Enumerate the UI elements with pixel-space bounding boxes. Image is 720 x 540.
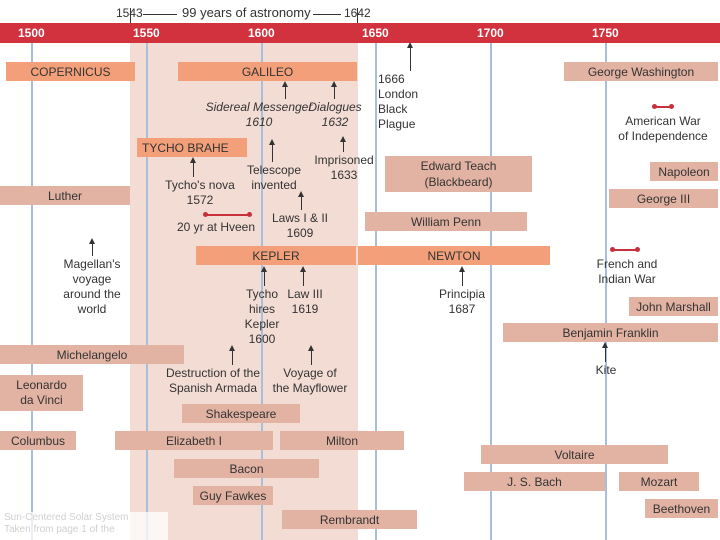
span-hveen (203, 212, 252, 217)
arrow-telescope (269, 139, 275, 162)
bar-js-bach: J. S. Bach (464, 472, 605, 491)
event-laws-1-2: Laws I & II 1609 (271, 211, 329, 240)
bar-luther: Luther (0, 186, 130, 205)
bar-copernicus: COPERNICUS (6, 62, 135, 81)
bar-shakespeare: Shakespeare (182, 404, 300, 423)
event-sidereal-messenger: Sidereal Messenger 1610 (205, 100, 313, 129)
bar-elizabeth: Elizabeth I (115, 431, 273, 450)
tick-label: 1750 (592, 26, 619, 40)
arrow-tychos-nova (190, 157, 196, 177)
tick-label: 1550 (133, 26, 160, 40)
event-black-plague: 1666 London Black Plague (378, 72, 419, 131)
bar-john-marshall: John Marshall (629, 297, 718, 316)
bar-milton: Milton (280, 431, 404, 450)
bar-leonardo: Leonardo da Vinci (0, 375, 83, 411)
gridline-1750 (605, 43, 607, 540)
bar-guy-fawkes: Guy Fawkes (193, 486, 273, 505)
end-bracket (357, 8, 358, 23)
start-bracket (130, 8, 131, 23)
bar-newton: NEWTON (358, 246, 550, 265)
span-title: 99 years of astronomy (182, 5, 311, 20)
arrow-sidereal (282, 81, 288, 99)
tick-label: 1500 (18, 26, 45, 40)
bar-voltaire: Voltaire (481, 445, 668, 464)
arrow-plague (407, 42, 413, 71)
bar-bacon: Bacon (174, 459, 319, 478)
event-hveen: 20 yr at Hveen (176, 220, 256, 234)
bar-galileo: GALILEO (178, 62, 357, 81)
event-law-3: Law III 1619 (287, 287, 323, 316)
bar-george-iii: George III (609, 189, 718, 208)
start-year-label: 1543 (116, 6, 143, 20)
gridline-1650 (375, 43, 377, 540)
event-dialogues: Dialogues 1632 (308, 100, 362, 129)
bar-edward-teach: Edward Teach (Blackbeard) (385, 156, 532, 192)
arrow-magellan (89, 238, 95, 256)
bar-kepler: KEPLER (196, 246, 356, 265)
bar-william-penn: William Penn (365, 212, 527, 231)
bar-columbus: Columbus (0, 431, 76, 450)
arrow-tycho-hires (261, 266, 267, 286)
astronomy-span-band (130, 26, 358, 540)
bracket-line-left (143, 14, 177, 15)
bar-benjamin-franklin: Benjamin Franklin (503, 323, 718, 342)
gridline-1550 (146, 43, 148, 540)
event-imprisoned: Imprisoned 1633 (314, 153, 374, 182)
gridline-1500 (31, 43, 33, 540)
arrow-principia (459, 266, 465, 286)
arrow-laws-1-2 (298, 191, 304, 210)
span-american-war (652, 104, 674, 109)
bar-rembrandt: Rembrandt (282, 510, 417, 529)
span-french-indian (610, 247, 640, 252)
arrow-imprisoned (340, 136, 346, 152)
tick-label: 1700 (477, 26, 504, 40)
arrow-armada (229, 345, 235, 365)
arrow-mayflower (308, 345, 314, 365)
tick-label: 1650 (362, 26, 389, 40)
bar-beethoven: Beethoven (645, 499, 718, 518)
bar-napoleon: Napoleon (650, 162, 718, 181)
faded-caption: Sun-Centered Solar System Taken from pag… (0, 512, 168, 540)
event-tycho-hires: Tycho hires Kepler 1600 (244, 287, 280, 346)
event-kite: Kite (595, 363, 617, 377)
event-french-indian: French and Indian War (596, 257, 658, 286)
bar-mozart: Mozart (619, 472, 699, 491)
gridline-1700 (490, 43, 492, 540)
event-telescope: Telescope invented (246, 163, 302, 192)
bar-tycho-brahe: TYCHO BRAHE (137, 138, 247, 157)
event-tychos-nova: Tycho's nova 1572 (165, 178, 235, 207)
arrow-kite (602, 342, 608, 362)
event-principia: Principia 1687 (438, 287, 486, 316)
event-spanish-armada: Destruction of the Spanish Armada (165, 366, 261, 395)
arrow-dialogues (331, 81, 337, 99)
arrow-law-3 (300, 266, 306, 286)
event-mayflower: Voyage of the Mayflower (272, 366, 348, 395)
bracket-line-right (313, 14, 341, 15)
gridline-1600 (261, 43, 263, 540)
tick-label: 1600 (248, 26, 275, 40)
bar-george-washington: George Washington (564, 62, 718, 81)
event-magellan: Magellan's voyage around the world (63, 257, 121, 316)
bar-michelangelo: Michelangelo (0, 345, 184, 364)
year-axis (0, 23, 720, 43)
event-american-war: American War of Independence (618, 114, 708, 143)
